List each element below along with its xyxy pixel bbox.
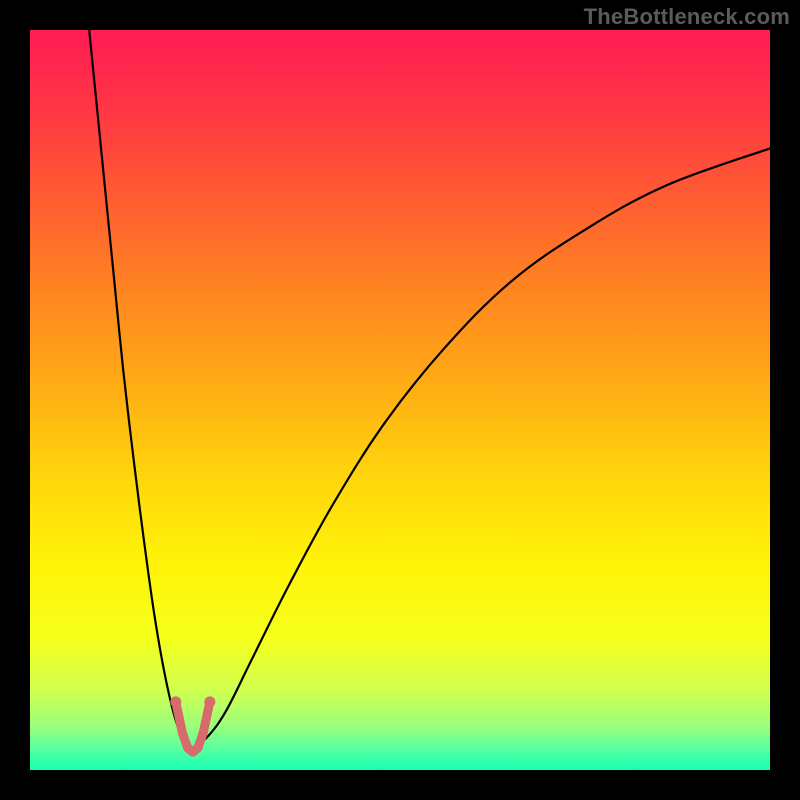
chart-frame: TheBottleneck.com [0,0,800,800]
plot-svg [30,30,770,770]
gradient-background [30,30,770,770]
plot-area [30,30,770,770]
watermark-text: TheBottleneck.com [584,4,790,30]
